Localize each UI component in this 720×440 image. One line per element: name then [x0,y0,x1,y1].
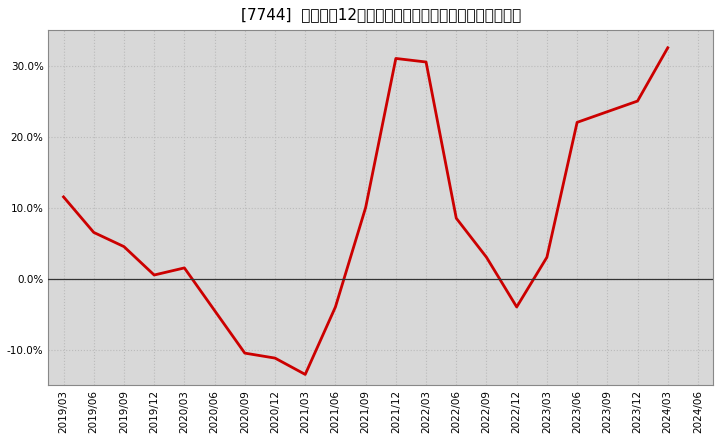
Title: [7744]  売上高の12か月移動合計の対前年同期増減率の推移: [7744] 売上高の12か月移動合計の対前年同期増減率の推移 [240,7,521,22]
